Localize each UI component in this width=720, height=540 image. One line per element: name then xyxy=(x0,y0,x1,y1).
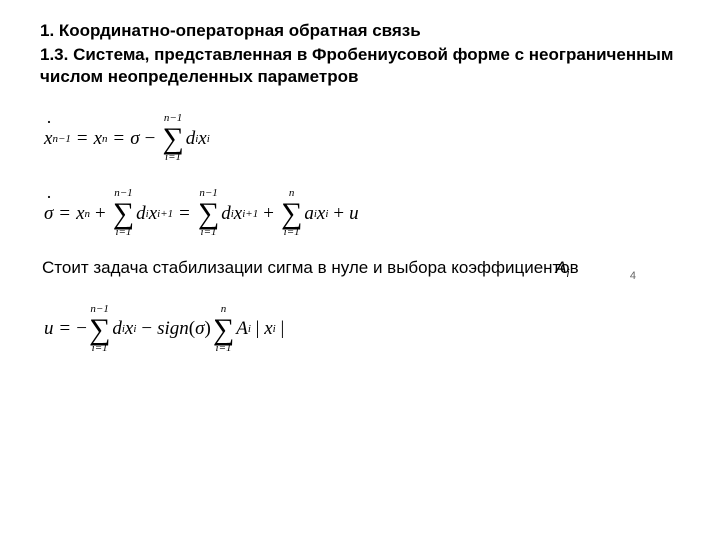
eq1-sigma: σ xyxy=(130,128,139,150)
eq2-x2: x xyxy=(234,203,242,225)
eq3-eq: = xyxy=(54,318,77,340)
eq2-plus2: + xyxy=(258,203,279,225)
eq2-a: a xyxy=(304,203,314,225)
eq2-x2s: i+1 xyxy=(242,208,258,220)
equation-3: u = − n−1 ∑ i=1 dixi − sign(σ) n ∑ i=1 A… xyxy=(44,304,685,355)
heading-line-1: 1. Координатно-операторная обратная связ… xyxy=(40,20,685,42)
equation-1: xn−1 = xn = σ − n−1 ∑ i=1 dixi xyxy=(44,113,685,164)
body-text: Стоит задача стабилизации сигма в нуле и… xyxy=(42,257,685,281)
eq1-x: x xyxy=(198,128,206,150)
eq1-xdot-sub: n−1 xyxy=(52,133,70,145)
slide-page: 1. Координатно-операторная обратная связ… xyxy=(0,0,720,540)
eq2-s2l: i=1 xyxy=(201,227,217,239)
eq2-plus1: + xyxy=(90,203,111,225)
eq3-minus2: − xyxy=(136,318,157,340)
eq2-plus3: + xyxy=(328,203,349,225)
eq2-d1: d xyxy=(136,203,146,225)
body-text-content: Стоит задача стабилизации сигма в нуле и… xyxy=(42,258,579,277)
eq3-minus1: − xyxy=(76,318,87,340)
eq2-sum3: n ∑ i=1 xyxy=(281,188,302,239)
eq2-sigmadot: σ xyxy=(44,203,53,224)
eq3-sum1: n−1 ∑ i=1 xyxy=(89,304,110,355)
eq3-x: x xyxy=(125,318,133,340)
body-var-A: A xyxy=(555,258,566,277)
eq3-s2l: i=1 xyxy=(216,343,232,355)
eq1-minus: − xyxy=(140,128,161,150)
eq1-sum-lower: i=1 xyxy=(165,152,181,164)
eq1-sum: n−1 ∑ i=1 xyxy=(162,113,183,164)
eq1-xn: x xyxy=(94,128,102,150)
eq3-s1l: i=1 xyxy=(92,343,108,355)
eq2-u: u xyxy=(349,203,359,225)
eq2-eq: = xyxy=(173,203,196,225)
eq1-d: d xyxy=(186,128,196,150)
page-number: 4 xyxy=(630,270,636,282)
eq3-sum2: n ∑ i=1 xyxy=(213,304,234,355)
eq2-xn: x xyxy=(76,203,84,225)
eq3-d: d xyxy=(112,318,122,340)
eq2-sum2: n−1 ∑ i=1 xyxy=(198,188,219,239)
eq2-s3l: i=1 xyxy=(284,227,300,239)
heading-line-2: 1.3. Система, представленная в Фробениус… xyxy=(40,44,685,88)
eq3-absx: x xyxy=(264,318,272,340)
eq3-A: A xyxy=(236,318,248,340)
eq1-xdot: x xyxy=(44,128,52,149)
eq2-sum1: n−1 ∑ i=1 xyxy=(113,188,134,239)
eq2-x1s: i+1 xyxy=(157,208,173,220)
body-var-A-sub: i xyxy=(567,268,569,280)
eq2-x1: x xyxy=(149,203,157,225)
eq3-sign: sign xyxy=(157,318,189,340)
eq2-x3: x xyxy=(317,203,325,225)
slide-heading: 1. Координатно-операторная обратная связ… xyxy=(40,20,685,87)
eq2-s1l: i=1 xyxy=(115,227,131,239)
eq1-x-sub: i xyxy=(207,133,210,145)
eq2-d2: d xyxy=(221,203,231,225)
equation-2: σ = xn + n−1 ∑ i=1 dixi+1 = n−1 ∑ i=1 di… xyxy=(44,188,685,239)
eq3-u: u xyxy=(44,318,54,340)
eq3-sign-arg: σ xyxy=(195,318,204,340)
eq3-abs-r: | xyxy=(280,318,284,340)
